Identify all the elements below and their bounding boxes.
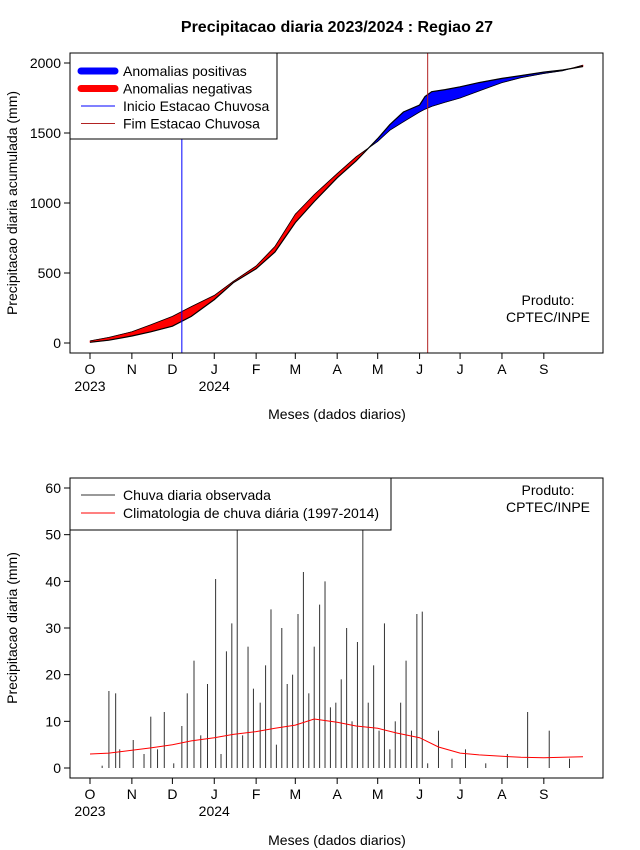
y-tick-label: 0 xyxy=(53,760,61,776)
negative-anomaly-area xyxy=(295,193,315,224)
year-label: 2023 xyxy=(74,803,105,819)
negative-anomaly-area xyxy=(274,213,296,253)
y-tick-label: 0 xyxy=(53,335,61,351)
daily-y-axis: 0 10 20 30 40 50 60 xyxy=(45,480,71,776)
x-tick-label: J xyxy=(416,361,423,377)
x-tick-label: A xyxy=(333,361,343,377)
cumulative-chart: Precipitacao diaria 2023/2024 : Regiao 2… xyxy=(4,19,604,422)
y-tick-label: 40 xyxy=(45,573,61,589)
legend-label: Chuva diaria observada xyxy=(123,487,271,503)
y-tick-label: 500 xyxy=(38,265,62,281)
cumulative-y-axis-label: Precipitacao diaria acumulada (mm) xyxy=(4,91,20,315)
y-tick-label: 20 xyxy=(45,667,61,683)
product-label-line-1: Produto: xyxy=(522,292,575,308)
cumulative-chart-title: Precipitacao diaria 2023/2024 : Regiao 2… xyxy=(181,19,493,36)
x-tick-label: J xyxy=(211,361,218,377)
cumulative-product-label: Produto: CPTEC/INPE xyxy=(506,292,590,325)
x-tick-label: J xyxy=(211,786,218,802)
cumulative-y-axis: 0 500 1000 1500 2000 xyxy=(30,55,71,351)
legend-label: Anomalias negativas xyxy=(123,81,252,97)
x-tick-label: S xyxy=(539,786,548,802)
x-tick-label: M xyxy=(289,361,301,377)
y-tick-label: 60 xyxy=(45,480,61,496)
x-tick-label: S xyxy=(539,361,548,377)
daily-legend-box xyxy=(69,477,392,531)
cumulative-x-axis: O N D J F M A M J J A S 2023 2024 xyxy=(74,352,549,394)
daily-chart: 0 10 20 30 40 50 60 O N D J F M A M J J A S 2023 2024 Preci… xyxy=(4,477,604,848)
x-tick-label: F xyxy=(252,786,261,802)
x-tick-label: D xyxy=(167,786,177,802)
cumulative-legend: Anomalias positivas Anomalias negativasIn… xyxy=(69,52,278,140)
x-tick-label: M xyxy=(372,361,384,377)
x-tick-label: D xyxy=(167,361,177,377)
daily-legend: Chuva diaria observada Climatologia de ch… xyxy=(69,477,392,531)
x-tick-label: J xyxy=(457,786,464,802)
product-label-line-2: CPTEC/INPE xyxy=(506,309,590,325)
x-tick-label: A xyxy=(333,786,343,802)
x-tick-label: J xyxy=(416,786,423,802)
daily-plot-area xyxy=(89,506,584,768)
product-label-line-1: Produto: xyxy=(522,482,575,498)
cumulative-plot-area xyxy=(89,53,584,353)
y-tick-label: 50 xyxy=(45,527,61,543)
legend-label: Anomalias positivas xyxy=(123,63,247,79)
x-tick-label: M xyxy=(372,786,384,802)
x-tick-label: A xyxy=(497,361,507,377)
daily-x-axis-label: Meses (dados diarios) xyxy=(268,832,406,848)
y-tick-label: 1500 xyxy=(30,125,61,141)
cumulative-x-axis-label: Meses (dados diarios) xyxy=(268,406,406,422)
daily-x-axis: O N D J F M A M J J A S 2023 2024 xyxy=(74,777,549,819)
y-tick-label: 10 xyxy=(45,713,61,729)
year-label: 2023 xyxy=(74,378,105,394)
climatology-daily-line xyxy=(89,718,584,759)
x-tick-label: N xyxy=(127,786,137,802)
year-label: 2024 xyxy=(199,378,230,394)
product-label-line-2: CPTEC/INPE xyxy=(506,499,590,515)
daily-product-label: Produto: CPTEC/INPE xyxy=(506,482,590,515)
legend-label: Climatologia de chuva diária (1997-2014) xyxy=(123,505,379,521)
cumulative-legend-box xyxy=(69,52,278,140)
x-tick-label: M xyxy=(289,786,301,802)
y-tick-label: 1000 xyxy=(30,195,61,211)
y-tick-label: 2000 xyxy=(30,55,61,71)
x-tick-label: O xyxy=(85,361,96,377)
x-tick-label: N xyxy=(127,361,137,377)
x-tick-label: O xyxy=(85,786,96,802)
y-tick-label: 30 xyxy=(45,620,61,636)
x-tick-label: A xyxy=(497,786,507,802)
negative-anomaly-area xyxy=(108,331,133,341)
year-label: 2024 xyxy=(199,803,230,819)
x-tick-label: J xyxy=(457,361,464,377)
legend-label: Fim Estacao Chuvosa xyxy=(123,116,260,132)
legend-label: Inicio Estacao Chuvosa xyxy=(123,98,270,114)
daily-y-axis-label: Precipitacao diaria (mm) xyxy=(4,552,20,704)
x-tick-label: F xyxy=(252,361,261,377)
